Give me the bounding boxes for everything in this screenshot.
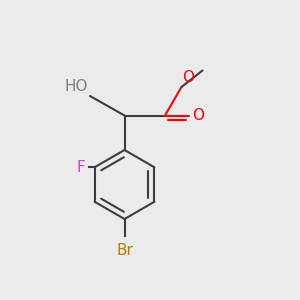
Text: O: O <box>192 108 204 123</box>
Text: F: F <box>77 160 85 175</box>
Text: O: O <box>182 70 194 86</box>
Text: Br: Br <box>116 243 133 258</box>
Text: HO: HO <box>65 79 88 94</box>
